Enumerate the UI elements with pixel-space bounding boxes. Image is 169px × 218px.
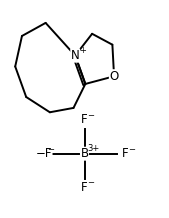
Text: −F: −F [36, 147, 52, 160]
Text: −: − [128, 145, 135, 154]
Text: +: + [79, 46, 86, 55]
Text: B: B [80, 147, 89, 160]
Text: N: N [71, 49, 80, 62]
Text: 3+: 3+ [87, 144, 99, 153]
Text: F: F [122, 147, 128, 160]
Text: −: − [47, 145, 55, 154]
Text: −: − [87, 111, 94, 120]
Text: F: F [81, 113, 88, 126]
Text: F: F [81, 181, 88, 194]
Text: −: − [87, 179, 94, 188]
Text: O: O [110, 70, 119, 83]
